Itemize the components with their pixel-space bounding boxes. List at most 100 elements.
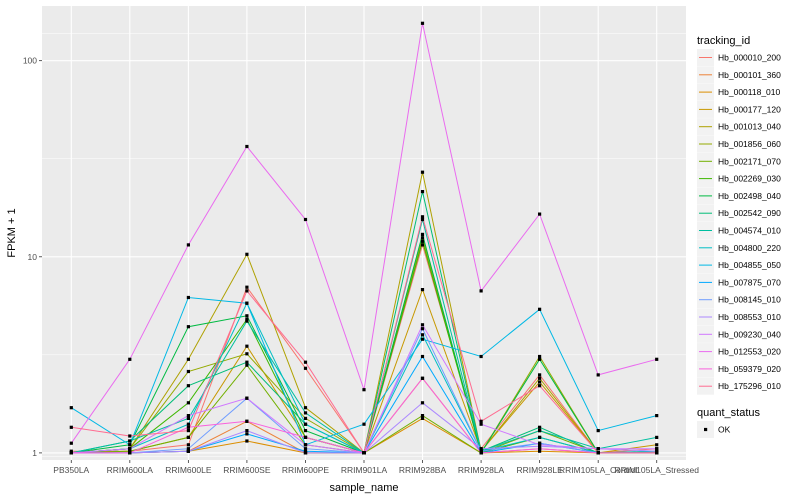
legend-label: Hb_000010_200 xyxy=(718,53,781,63)
data-point xyxy=(479,451,483,455)
data-point xyxy=(303,447,308,451)
data-point xyxy=(128,451,132,455)
data-point xyxy=(245,317,249,321)
x-tick-label: RRIM928LE xyxy=(516,465,563,475)
data-point xyxy=(69,449,73,453)
data-point xyxy=(420,333,425,337)
data-point xyxy=(186,414,190,418)
data-point xyxy=(303,406,308,410)
data-point xyxy=(420,239,425,243)
data-point xyxy=(420,21,425,25)
data-point xyxy=(303,435,308,439)
data-point xyxy=(186,429,190,433)
data-point xyxy=(186,422,190,426)
data-point xyxy=(538,447,542,451)
data-point xyxy=(245,344,249,348)
legend-label: Hb_002542_090 xyxy=(718,208,781,218)
data-point xyxy=(245,429,249,433)
data-point xyxy=(186,416,190,420)
data-point xyxy=(420,337,425,341)
data-point xyxy=(479,289,483,293)
data-point xyxy=(538,354,542,359)
data-point xyxy=(655,449,659,453)
data-point xyxy=(362,422,366,426)
legend-label: Hb_001856_060 xyxy=(718,139,781,149)
legend-label: Hb_009230_040 xyxy=(718,329,781,339)
data-point xyxy=(420,215,425,219)
data-point xyxy=(420,323,425,327)
data-point xyxy=(245,360,249,364)
data-point xyxy=(186,295,190,300)
data-point xyxy=(303,443,308,447)
data-point xyxy=(420,236,425,240)
data-point xyxy=(303,416,308,420)
data-point xyxy=(186,435,190,439)
data-point xyxy=(596,373,600,377)
data-point xyxy=(245,314,249,318)
data-point xyxy=(303,411,308,415)
legend-label: Hb_004800_220 xyxy=(718,243,781,253)
data-point xyxy=(245,289,249,293)
data-point xyxy=(186,447,190,451)
data-point xyxy=(538,212,542,216)
data-point xyxy=(303,422,308,426)
legend-label: Hb_059379_020 xyxy=(718,364,781,374)
y-tick-label: 1 xyxy=(32,448,37,458)
shape-legend-point xyxy=(704,427,708,432)
data-point xyxy=(479,354,483,359)
legend-title: tracking_id xyxy=(697,35,750,47)
legend-label: Hb_175296_010 xyxy=(718,381,781,391)
legend-label: Hb_008553_010 xyxy=(718,312,781,322)
legend-label: Hb_004855_050 xyxy=(718,260,781,270)
data-point xyxy=(596,447,600,451)
data-point xyxy=(69,406,73,410)
data-point xyxy=(303,449,308,453)
legend-label: Hb_007875_070 xyxy=(718,277,781,287)
data-point xyxy=(245,285,249,289)
data-point xyxy=(128,434,132,438)
data-point xyxy=(186,425,190,429)
legend: tracking_id quant_status OK Hb_000010_20… xyxy=(697,35,781,438)
data-point xyxy=(186,449,190,453)
legend-label: Hb_004574_010 xyxy=(718,226,781,236)
data-point xyxy=(420,376,425,380)
data-point xyxy=(186,369,190,374)
data-point xyxy=(420,232,425,236)
data-point xyxy=(303,429,308,433)
data-point xyxy=(479,422,483,426)
legend-label: Hb_012553_020 xyxy=(718,347,781,357)
data-point xyxy=(538,376,542,380)
data-point xyxy=(420,217,425,222)
y-tick-label: 100 xyxy=(23,56,37,66)
data-point xyxy=(655,443,659,447)
x-tick-label: RRIM600LA xyxy=(107,465,154,475)
data-point xyxy=(538,373,542,377)
x-tick-label: RRIM600LE xyxy=(165,465,212,475)
x-axis-title: sample_name xyxy=(329,482,398,494)
data-point xyxy=(538,425,542,429)
x-tick-label: RRIM901LA xyxy=(341,465,388,475)
legend-label: Hb_002171_070 xyxy=(718,156,781,166)
data-point xyxy=(538,429,542,433)
data-point xyxy=(303,451,308,455)
data-point xyxy=(245,396,249,400)
data-point xyxy=(69,451,73,455)
data-point xyxy=(655,435,659,439)
data-point xyxy=(128,447,132,451)
data-point xyxy=(420,401,425,405)
data-point xyxy=(245,144,249,149)
data-point xyxy=(186,384,190,388)
data-point xyxy=(655,451,659,455)
data-point xyxy=(186,243,190,247)
data-point xyxy=(362,388,366,392)
data-point xyxy=(420,354,425,359)
data-point xyxy=(69,441,73,445)
data-point xyxy=(245,419,249,423)
x-tick-label: PB350LA xyxy=(53,465,89,475)
data-point xyxy=(655,447,659,451)
data-point xyxy=(420,190,425,194)
data-point xyxy=(538,357,542,361)
y-axis-title: FPKM + 1 xyxy=(6,208,18,257)
data-point xyxy=(186,357,190,361)
